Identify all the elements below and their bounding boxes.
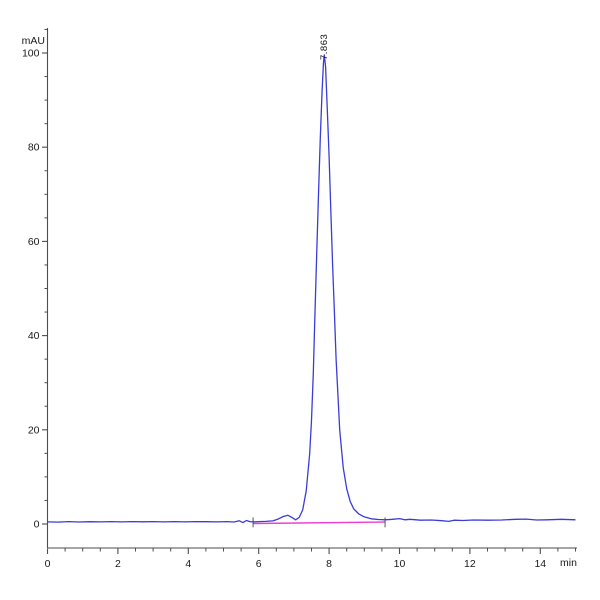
x-tick-label: 14: [534, 558, 546, 570]
x-axis-unit-label: min: [560, 557, 577, 569]
x-tick-label: 4: [185, 558, 191, 570]
y-tick-label: 40: [28, 330, 40, 342]
integration-baseline-line: [253, 521, 386, 525]
y-axis-unit-label: mAU: [21, 35, 45, 47]
y-tick-label: 100: [22, 48, 40, 60]
x-tick-label: 12: [464, 558, 476, 570]
y-tick-label: 20: [28, 424, 40, 436]
y-tick-label: 80: [28, 142, 40, 154]
peak-retention-time-label: 7.863: [319, 33, 330, 60]
signal-trace: [47, 54, 576, 524]
x-tick-label: 8: [326, 558, 332, 570]
x-tick-label: 0: [45, 558, 51, 570]
y-tick-label: 60: [28, 236, 40, 248]
x-tick-label: 10: [394, 558, 406, 570]
x-tick-label: 6: [256, 558, 262, 570]
x-tick-label: 2: [115, 558, 121, 570]
y-tick-label: 0: [34, 519, 40, 531]
